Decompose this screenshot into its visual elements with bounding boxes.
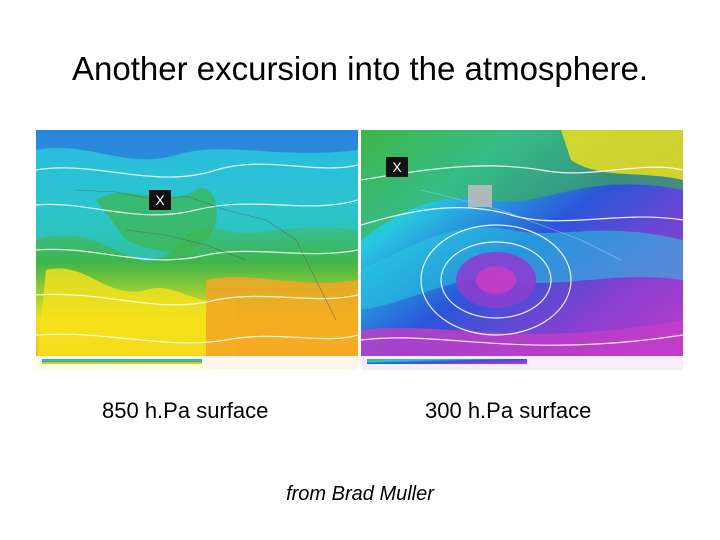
map-850-hpa-image bbox=[36, 130, 358, 370]
marker-850: X bbox=[149, 190, 171, 210]
slide-title: Another excursion into the atmosphere. bbox=[71, 50, 648, 87]
map-300-hpa-image bbox=[361, 130, 683, 370]
map-850-hpa bbox=[36, 130, 358, 370]
caption-850: 850 h.Pa surface bbox=[102, 398, 269, 423]
caption-300: 300 h.Pa surface bbox=[425, 398, 592, 423]
credit: from Brad Muller bbox=[286, 483, 434, 505]
map-300-hpa bbox=[361, 130, 683, 370]
marker-300: X bbox=[386, 157, 408, 177]
